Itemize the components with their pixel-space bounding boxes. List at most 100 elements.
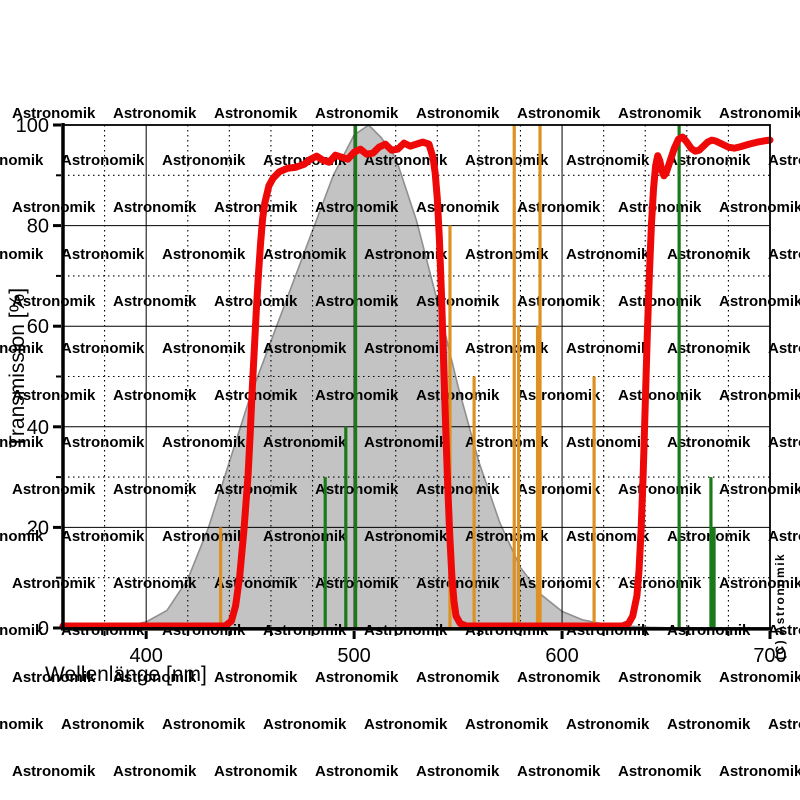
svg-text:Astronomik: Astronomik <box>364 340 448 357</box>
svg-text:80: 80 <box>27 216 49 238</box>
svg-text:Astronomik: Astronomik <box>113 481 197 498</box>
svg-text:Astronomik: Astronomik <box>113 105 197 122</box>
svg-text:Astronomik: Astronomik <box>263 528 347 545</box>
svg-text:Astronomik: Astronomik <box>416 575 500 592</box>
svg-text:Astronomik: Astronomik <box>517 293 601 310</box>
axes <box>53 123 772 639</box>
svg-text:Astronomik: Astronomik <box>162 152 246 169</box>
svg-text:Astronomik: Astronomik <box>719 199 800 216</box>
svg-text:Astronomik: Astronomik <box>416 763 500 780</box>
svg-text:Astronomik: Astronomik <box>364 528 448 545</box>
svg-text:Astronomik: Astronomik <box>61 246 145 263</box>
svg-text:Astronomik: Astronomik <box>719 481 800 498</box>
svg-text:Astronomik: Astronomik <box>162 528 246 545</box>
svg-text:Astronomik: Astronomik <box>768 622 800 639</box>
svg-text:Astronomik: Astronomik <box>618 105 702 122</box>
x-axis-label: Wellenlänge [nm] <box>45 663 207 686</box>
svg-text:Astronomik: Astronomik <box>465 716 549 733</box>
svg-text:Astronomik: Astronomik <box>113 575 197 592</box>
svg-text:Astronomik: Astronomik <box>12 763 96 780</box>
svg-text:Astronomik: Astronomik <box>214 575 298 592</box>
svg-text:Astronomik: Astronomik <box>162 340 246 357</box>
filter-transmission-curve <box>59 133 774 630</box>
svg-text:Astronomik: Astronomik <box>768 434 800 451</box>
svg-text:Astronomik: Astronomik <box>465 434 549 451</box>
svg-text:Astronomik: Astronomik <box>719 763 800 780</box>
svg-text:Astronomik: Astronomik <box>12 105 96 122</box>
svg-text:Astronomik: Astronomik <box>364 246 448 263</box>
svg-text:Astronomik: Astronomik <box>416 293 500 310</box>
svg-text:Astronomik: Astronomik <box>113 387 197 404</box>
svg-text:Astronomik: Astronomik <box>61 340 145 357</box>
svg-text:20: 20 <box>27 517 49 539</box>
svg-text:Astronomik: Astronomik <box>667 528 751 545</box>
svg-text:Astronomik: Astronomik <box>214 199 298 216</box>
svg-text:Astronomik: Astronomik <box>162 434 246 451</box>
svg-text:Astronomik: Astronomik <box>517 387 601 404</box>
svg-text:Astronomik: Astronomik <box>768 340 800 357</box>
copyright-label: (C) Astronomik <box>773 553 787 660</box>
svg-text:Astronomik: Astronomik <box>61 716 145 733</box>
svg-text:Astronomik: Astronomik <box>517 199 601 216</box>
svg-text:Astronomik: Astronomik <box>113 763 197 780</box>
svg-text:Astronomik: Astronomik <box>416 199 500 216</box>
svg-text:Astronomik: Astronomik <box>416 481 500 498</box>
svg-text:Astronomik: Astronomik <box>465 528 549 545</box>
svg-text:Astronomik: Astronomik <box>263 340 347 357</box>
svg-text:Astronomik: Astronomik <box>566 246 650 263</box>
svg-text:Astronomik: Astronomik <box>566 434 650 451</box>
svg-text:Astronomik: Astronomik <box>0 152 44 169</box>
svg-text:0: 0 <box>38 618 49 640</box>
svg-text:Astronomik: Astronomik <box>0 716 44 733</box>
svg-text:Astronomik: Astronomik <box>0 622 44 639</box>
svg-text:Astronomik: Astronomik <box>214 669 298 686</box>
svg-text:400: 400 <box>129 645 162 667</box>
svg-text:Astronomik: Astronomik <box>364 434 448 451</box>
svg-text:Astronomik: Astronomik <box>214 481 298 498</box>
svg-text:Astronomik: Astronomik <box>263 246 347 263</box>
svg-text:Astronomik: Astronomik <box>214 763 298 780</box>
svg-text:Astronomik: Astronomik <box>12 387 96 404</box>
svg-text:Astronomik: Astronomik <box>113 293 197 310</box>
svg-text:Astronomik: Astronomik <box>719 387 800 404</box>
svg-text:Astronomik: Astronomik <box>517 481 601 498</box>
svg-text:Astronomik: Astronomik <box>0 528 44 545</box>
svg-text:Astronomik: Astronomik <box>0 340 44 357</box>
svg-text:40: 40 <box>27 417 49 439</box>
eye-sensitivity-area <box>96 123 677 629</box>
svg-text:Astronomik: Astronomik <box>768 246 800 263</box>
svg-text:Astronomik: Astronomik <box>618 763 702 780</box>
svg-text:Astronomik: Astronomik <box>618 199 702 216</box>
svg-text:100: 100 <box>16 115 49 137</box>
svg-text:Astronomik: Astronomik <box>12 669 96 686</box>
svg-text:Astronomik: Astronomik <box>566 716 650 733</box>
svg-text:Astronomik: Astronomik <box>566 528 650 545</box>
svg-text:Astronomik: Astronomik <box>315 763 399 780</box>
svg-text:Astronomik: Astronomik <box>517 105 601 122</box>
svg-text:Astronomik: Astronomik <box>0 434 44 451</box>
svg-text:Astronomik: Astronomik <box>667 434 751 451</box>
svg-text:Astronomik: Astronomik <box>768 528 800 545</box>
svg-text:Astronomik: Astronomik <box>12 293 96 310</box>
svg-text:Astronomik: Astronomik <box>667 340 751 357</box>
svg-text:Astronomik: Astronomik <box>12 575 96 592</box>
svg-text:Astronomik: Astronomik <box>61 528 145 545</box>
tick-labels: 400 500 600 700 0 20 40 60 80 100 <box>16 115 787 667</box>
svg-text:Astronomik: Astronomik <box>719 575 800 592</box>
y-axis-label: Transmission [%] <box>6 288 29 448</box>
svg-text:Astronomik: Astronomik <box>416 387 500 404</box>
svg-text:Astronomik: Astronomik <box>667 716 751 733</box>
svg-text:Astronomik: Astronomik <box>465 340 549 357</box>
svg-text:Astronomik: Astronomik <box>566 152 650 169</box>
svg-text:Astronomik: Astronomik <box>465 152 549 169</box>
svg-text:Astronomik: Astronomik <box>214 387 298 404</box>
svg-text:Astronomik: Astronomik <box>263 434 347 451</box>
svg-text:Astronomik: Astronomik <box>162 716 246 733</box>
svg-text:Astronomik: Astronomik <box>566 340 650 357</box>
svg-text:Astronomik: Astronomik <box>162 246 246 263</box>
svg-text:Astronomik: Astronomik <box>618 293 702 310</box>
svg-text:Astronomik: Astronomik <box>618 387 702 404</box>
svg-text:Astronomik: Astronomik <box>465 246 549 263</box>
svg-text:Astronomik: Astronomik <box>12 481 96 498</box>
